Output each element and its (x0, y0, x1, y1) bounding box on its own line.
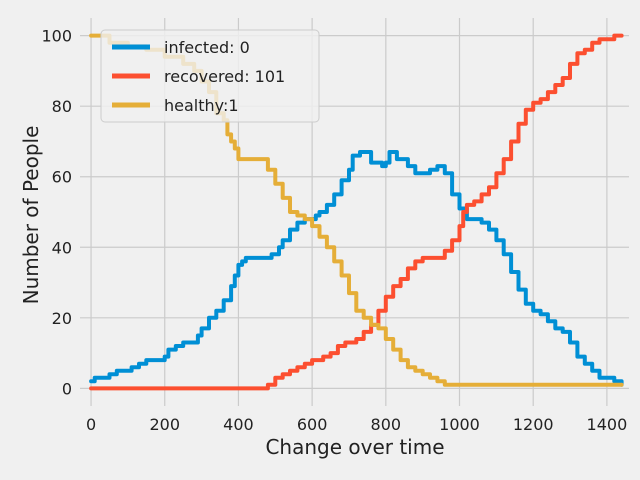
x-tick-label: 1200 (513, 415, 554, 434)
y-tick-label: 100 (41, 27, 72, 46)
x-tick-label: 400 (223, 415, 254, 434)
legend-label-2: healthy:1 (164, 96, 239, 115)
x-tick-label: 0 (86, 415, 96, 434)
x-tick-label: 800 (371, 415, 402, 434)
x-tick-label: 600 (297, 415, 328, 434)
y-tick-label: 60 (52, 168, 72, 187)
x-tick-label: 1000 (439, 415, 480, 434)
y-tick-label: 20 (52, 309, 72, 328)
series-line-1 (89, 33, 624, 391)
legend-label-1: recovered: 101 (164, 67, 285, 86)
y-tick-label: 40 (52, 238, 72, 257)
legend-box (100, 29, 320, 123)
y-tick-label: 0 (62, 379, 72, 398)
x-tick-label: 1400 (587, 415, 628, 434)
legend: infected: 0 recovered: 101 healthy:1 (100, 29, 320, 123)
x-tick-label: 200 (149, 415, 180, 434)
legend-label-0: infected: 0 (164, 38, 250, 57)
x-axis-title: Change over time (265, 435, 444, 459)
tick-labels: 0 200 400 600 800 1000 1200 1400 0 20 40 60 80 100 (41, 27, 627, 434)
y-tick-label: 80 (52, 97, 72, 116)
series-line-0 (89, 150, 624, 387)
y-axis-title: Number of People (19, 126, 43, 305)
